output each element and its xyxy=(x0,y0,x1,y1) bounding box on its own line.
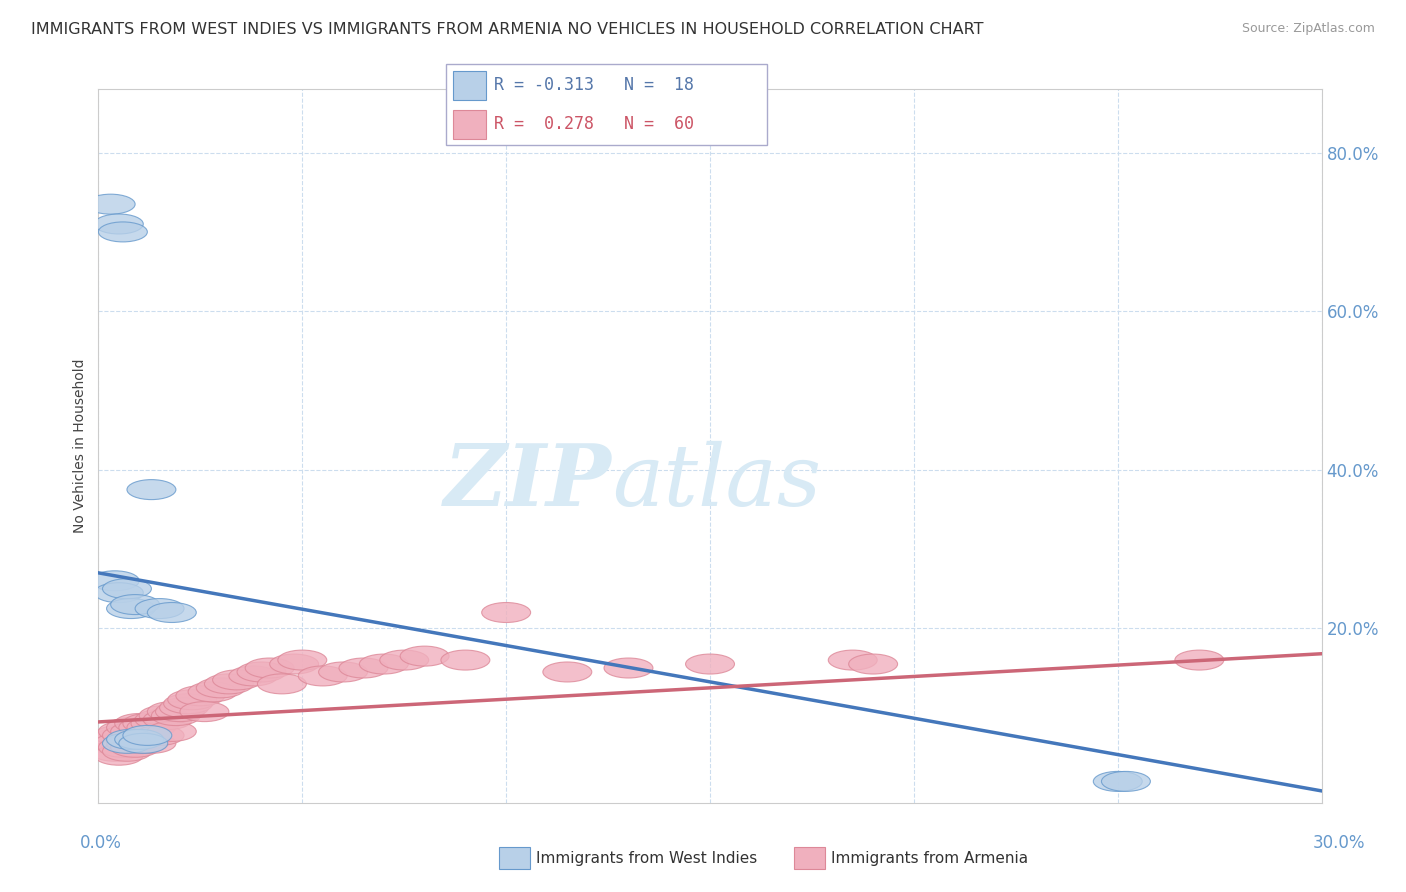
Ellipse shape xyxy=(107,717,156,738)
Text: Source: ZipAtlas.com: Source: ZipAtlas.com xyxy=(1241,22,1375,36)
Ellipse shape xyxy=(160,698,208,718)
Text: Immigrants from Armenia: Immigrants from Armenia xyxy=(831,851,1028,865)
Ellipse shape xyxy=(176,686,225,706)
Bar xyxy=(453,110,486,139)
Ellipse shape xyxy=(319,662,367,682)
Ellipse shape xyxy=(605,658,652,678)
Text: R =  0.278   N =  60: R = 0.278 N = 60 xyxy=(494,115,695,133)
Ellipse shape xyxy=(156,702,204,722)
Text: 0.0%: 0.0% xyxy=(80,834,122,852)
Text: R = -0.313   N =  18: R = -0.313 N = 18 xyxy=(494,77,695,95)
Ellipse shape xyxy=(94,214,143,234)
Ellipse shape xyxy=(270,654,319,674)
Ellipse shape xyxy=(90,571,139,591)
Ellipse shape xyxy=(111,738,160,757)
Ellipse shape xyxy=(167,690,217,710)
Ellipse shape xyxy=(115,730,163,749)
Ellipse shape xyxy=(107,730,156,749)
Ellipse shape xyxy=(212,670,262,690)
Bar xyxy=(453,71,486,100)
Ellipse shape xyxy=(118,733,167,754)
Ellipse shape xyxy=(90,730,139,749)
Ellipse shape xyxy=(111,722,160,741)
Ellipse shape xyxy=(1175,650,1223,670)
Ellipse shape xyxy=(152,706,201,725)
Ellipse shape xyxy=(118,717,167,738)
Ellipse shape xyxy=(298,666,347,686)
Ellipse shape xyxy=(245,658,294,678)
Ellipse shape xyxy=(122,725,172,746)
Text: IMMIGRANTS FROM WEST INDIES VS IMMIGRANTS FROM ARMENIA NO VEHICLES IN HOUSEHOLD : IMMIGRANTS FROM WEST INDIES VS IMMIGRANT… xyxy=(31,22,983,37)
Ellipse shape xyxy=(127,733,176,754)
Ellipse shape xyxy=(131,714,180,733)
Ellipse shape xyxy=(238,662,285,682)
Ellipse shape xyxy=(135,709,184,730)
Ellipse shape xyxy=(148,722,197,741)
Ellipse shape xyxy=(127,717,176,738)
Ellipse shape xyxy=(86,733,135,754)
Ellipse shape xyxy=(148,702,197,722)
Ellipse shape xyxy=(401,646,449,666)
Ellipse shape xyxy=(103,733,152,754)
Ellipse shape xyxy=(482,602,530,623)
Ellipse shape xyxy=(135,725,184,746)
Ellipse shape xyxy=(94,733,143,754)
Ellipse shape xyxy=(127,480,176,500)
Ellipse shape xyxy=(849,654,897,674)
Ellipse shape xyxy=(103,725,152,746)
Y-axis label: No Vehicles in Household: No Vehicles in Household xyxy=(73,359,87,533)
Ellipse shape xyxy=(107,599,156,618)
Ellipse shape xyxy=(143,709,193,730)
Ellipse shape xyxy=(139,706,188,725)
Ellipse shape xyxy=(197,678,245,698)
Ellipse shape xyxy=(115,730,163,749)
Ellipse shape xyxy=(1094,772,1142,791)
Ellipse shape xyxy=(441,650,489,670)
Ellipse shape xyxy=(543,662,592,682)
Ellipse shape xyxy=(257,673,307,694)
Ellipse shape xyxy=(229,666,278,686)
Ellipse shape xyxy=(188,681,238,702)
Ellipse shape xyxy=(122,730,172,749)
FancyBboxPatch shape xyxy=(446,64,766,145)
Text: Immigrants from West Indies: Immigrants from West Indies xyxy=(536,851,756,865)
Ellipse shape xyxy=(163,694,212,714)
Ellipse shape xyxy=(278,650,326,670)
Ellipse shape xyxy=(118,733,167,754)
Text: 30.0%: 30.0% xyxy=(1312,834,1365,852)
Ellipse shape xyxy=(115,714,163,733)
Ellipse shape xyxy=(98,722,148,741)
Ellipse shape xyxy=(360,654,408,674)
Ellipse shape xyxy=(204,673,253,694)
Ellipse shape xyxy=(180,702,229,722)
Ellipse shape xyxy=(339,658,388,678)
Ellipse shape xyxy=(1101,772,1150,791)
Ellipse shape xyxy=(122,714,172,733)
Ellipse shape xyxy=(90,741,139,761)
Ellipse shape xyxy=(98,222,148,242)
Ellipse shape xyxy=(111,595,160,615)
Ellipse shape xyxy=(94,582,143,603)
Ellipse shape xyxy=(98,738,148,757)
Ellipse shape xyxy=(94,745,143,765)
Ellipse shape xyxy=(135,599,184,618)
Ellipse shape xyxy=(380,650,429,670)
Ellipse shape xyxy=(828,650,877,670)
Ellipse shape xyxy=(148,602,197,623)
Ellipse shape xyxy=(686,654,734,674)
Ellipse shape xyxy=(107,733,156,754)
Ellipse shape xyxy=(103,579,152,599)
Ellipse shape xyxy=(94,725,143,746)
Text: atlas: atlas xyxy=(612,441,821,523)
Ellipse shape xyxy=(86,194,135,214)
Ellipse shape xyxy=(103,741,152,761)
Text: ZIP: ZIP xyxy=(444,440,612,524)
